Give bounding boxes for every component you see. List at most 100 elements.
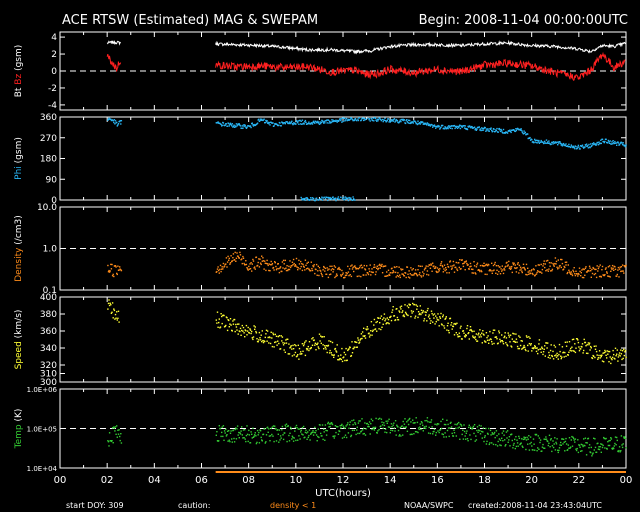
data-point xyxy=(502,341,504,343)
data-point xyxy=(348,427,350,429)
data-point xyxy=(341,273,344,276)
data-point xyxy=(512,332,514,335)
y-axis-label: Bt Bz (gsm) xyxy=(14,45,24,98)
data-point xyxy=(328,426,330,428)
data-point xyxy=(229,123,231,126)
data-point xyxy=(282,344,285,346)
data-point xyxy=(107,119,109,121)
data-point xyxy=(501,270,503,272)
data-point xyxy=(302,434,304,436)
data-point xyxy=(321,120,324,122)
data-point xyxy=(551,268,554,271)
data-point xyxy=(253,267,255,269)
data-point xyxy=(286,265,288,267)
data-point xyxy=(516,345,519,348)
data-point xyxy=(403,423,406,425)
data-point xyxy=(477,431,479,433)
data-point xyxy=(553,443,555,445)
data-point xyxy=(110,312,113,314)
data-point xyxy=(112,273,114,276)
data-point xyxy=(411,312,413,314)
data-point xyxy=(297,344,299,346)
data-point xyxy=(298,259,300,262)
data-point xyxy=(528,342,531,345)
data-point xyxy=(334,347,337,350)
data-point xyxy=(405,312,407,315)
data-point xyxy=(506,437,508,439)
data-point xyxy=(223,266,225,268)
data-point xyxy=(625,144,627,146)
data-point xyxy=(610,357,613,360)
data-point xyxy=(268,269,270,272)
data-point xyxy=(584,146,586,149)
data-point xyxy=(611,143,614,145)
data-point xyxy=(535,273,538,275)
data-point xyxy=(445,423,447,426)
data-point xyxy=(357,339,360,341)
data-point xyxy=(317,342,319,344)
data-point xyxy=(476,262,479,264)
data-point xyxy=(537,270,539,272)
data-point xyxy=(427,316,430,318)
data-point xyxy=(450,322,453,324)
data-point xyxy=(345,118,348,120)
data-point xyxy=(362,335,364,337)
data-point xyxy=(322,438,324,441)
data-point xyxy=(328,268,330,270)
data-point xyxy=(533,347,535,349)
data-point xyxy=(499,439,502,441)
data-point xyxy=(550,143,552,145)
data-point xyxy=(310,270,312,272)
data-point xyxy=(367,273,370,276)
data-point xyxy=(386,422,388,424)
data-point xyxy=(107,118,110,120)
data-point xyxy=(461,259,463,261)
data-point xyxy=(565,345,568,347)
data-point xyxy=(470,329,473,332)
data-point xyxy=(603,141,605,144)
data-point xyxy=(344,353,347,356)
data-point xyxy=(318,122,320,125)
data-point xyxy=(509,266,511,268)
data-point xyxy=(254,326,256,328)
data-point xyxy=(426,419,428,422)
data-point xyxy=(318,436,320,439)
data-point xyxy=(588,143,590,146)
data-point xyxy=(334,435,336,437)
data-point xyxy=(299,119,301,122)
data-point xyxy=(321,275,324,278)
data-point xyxy=(303,123,305,125)
data-point xyxy=(225,324,227,327)
data-point xyxy=(300,123,302,125)
data-point xyxy=(394,121,396,123)
data-point xyxy=(427,265,429,268)
data-point xyxy=(608,350,611,353)
data-point xyxy=(117,123,120,125)
data-point xyxy=(284,342,286,344)
data-point xyxy=(521,271,523,274)
data-point xyxy=(382,427,384,429)
data-point xyxy=(445,317,447,320)
data-point xyxy=(246,334,248,336)
data-point xyxy=(621,144,624,146)
data-point xyxy=(586,442,588,444)
data-point xyxy=(315,434,318,436)
data-point xyxy=(561,145,564,147)
data-point xyxy=(522,347,524,350)
data-point xyxy=(607,441,609,443)
data-point xyxy=(420,274,422,277)
data-point xyxy=(465,261,467,263)
data-point xyxy=(471,330,473,333)
data-point xyxy=(420,309,423,311)
data-point xyxy=(228,326,230,328)
data-point xyxy=(609,276,611,278)
data-point xyxy=(583,276,585,279)
data-point xyxy=(441,324,443,326)
data-point xyxy=(330,197,332,200)
data-point xyxy=(289,426,292,429)
data-point xyxy=(452,265,454,267)
data-point xyxy=(443,436,445,438)
data-point xyxy=(472,427,474,429)
y-axis-label-part: Density xyxy=(14,247,24,282)
data-point xyxy=(397,275,400,278)
